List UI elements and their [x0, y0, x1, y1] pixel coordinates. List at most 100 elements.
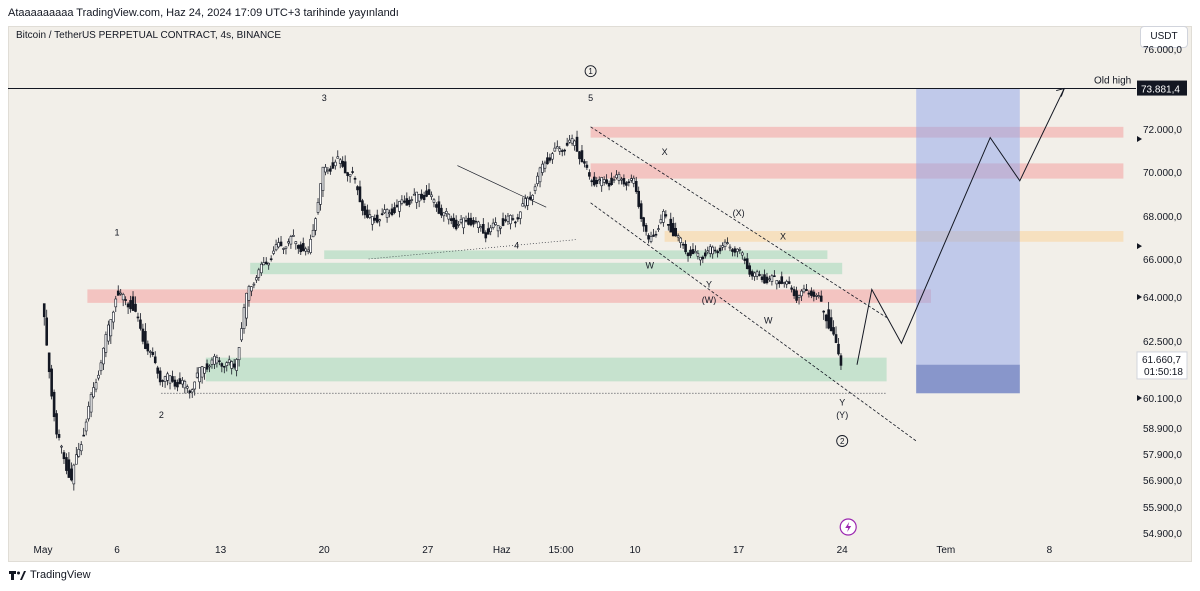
candle-body — [131, 296, 135, 311]
target-box-base — [916, 364, 1020, 394]
candle-body — [634, 181, 638, 192]
candle-body — [755, 271, 759, 277]
candle-body — [277, 242, 280, 248]
y-tick-label: 70.000,0 — [1143, 168, 1182, 179]
candle-body — [546, 157, 549, 165]
circled-wave-marker-1 — [836, 435, 849, 447]
candle-body — [728, 246, 732, 249]
candle-body — [77, 449, 81, 457]
candle-body — [696, 252, 700, 257]
candle-body — [107, 324, 110, 342]
candle-body — [272, 250, 275, 254]
candle-body — [805, 289, 808, 292]
candle-body — [738, 249, 742, 251]
candle-body — [462, 217, 465, 229]
x-tick-label: May — [34, 545, 53, 556]
countdown-label: 01:50:18 — [1144, 367, 1183, 378]
candle-body — [531, 194, 534, 200]
candle-body — [267, 262, 271, 266]
candle-body — [459, 219, 463, 223]
candle-body — [60, 445, 63, 448]
candle-body — [681, 243, 685, 246]
y-tick-label: 68.000,0 — [1143, 212, 1182, 223]
candle-body — [269, 258, 273, 261]
candle-body — [810, 290, 813, 296]
wave-label-0: 1 — [114, 227, 119, 237]
candle-body — [538, 167, 542, 183]
candle-body — [245, 292, 248, 319]
candle-body — [178, 378, 182, 384]
channel-lower-line — [590, 202, 917, 442]
candle-body — [99, 362, 103, 372]
candle-body — [237, 347, 241, 361]
candle-body — [669, 218, 673, 233]
candle-body — [383, 209, 386, 214]
candle-body — [336, 156, 340, 159]
zone-red-3 — [87, 289, 931, 303]
candle-body — [812, 291, 816, 297]
candle-body — [163, 376, 167, 382]
candle-body — [536, 175, 539, 184]
y-tick-label: 55.900,0 — [1143, 503, 1182, 514]
last-price-label: 61.660,7 — [1142, 355, 1181, 366]
candle-body — [343, 161, 347, 174]
zone-green-4 — [324, 250, 828, 259]
x-tick-label: 13 — [215, 545, 227, 556]
candle-body — [449, 218, 453, 221]
candle-body — [607, 182, 611, 187]
y-tick-label: 58.900,0 — [1143, 424, 1182, 435]
candle-body — [112, 311, 115, 323]
candle-body — [770, 275, 774, 282]
candle-body — [484, 232, 488, 239]
candle-body — [797, 295, 801, 298]
circled-wave-label-1: 2 — [840, 437, 845, 446]
candle-body — [316, 202, 320, 213]
candle-body — [837, 343, 840, 355]
candle-body — [129, 300, 132, 310]
candle-body — [378, 219, 382, 222]
candle-body — [348, 173, 352, 177]
candle-body — [346, 172, 349, 176]
candle-body — [324, 166, 327, 173]
candle-body — [390, 208, 394, 216]
candle-body — [553, 147, 557, 152]
candle-body — [518, 211, 522, 219]
candle-body — [121, 294, 125, 301]
candle-body — [748, 265, 752, 275]
candle-body — [144, 331, 147, 349]
last-price-label-bg — [1136, 351, 1188, 380]
candle-body — [694, 251, 697, 254]
candle-body — [299, 244, 303, 253]
currency-button[interactable]: USDT — [1140, 26, 1188, 48]
candle-body — [768, 278, 771, 281]
candle-body — [444, 211, 448, 214]
candle-body — [565, 142, 569, 146]
candle-body — [777, 281, 781, 285]
candle-body — [422, 194, 426, 200]
candle-body — [301, 243, 305, 252]
candle-body — [644, 224, 648, 232]
candle-body — [829, 317, 833, 332]
publish-info: Ataaaaaaaaa TradingView.com, Haz 24, 202… — [8, 7, 399, 19]
candle-body — [464, 220, 468, 222]
candle-body — [839, 355, 843, 366]
candle-body — [213, 355, 216, 365]
candle-body — [652, 234, 655, 237]
candle-body — [92, 387, 95, 398]
candle-body — [176, 382, 179, 388]
candle-body — [501, 218, 505, 226]
candle-body — [447, 213, 451, 220]
candle-body — [52, 391, 56, 417]
y-tick-label: 62.500,0 — [1143, 337, 1182, 348]
candle-body — [753, 272, 756, 277]
candle-body — [671, 223, 675, 237]
tradingview-footer: TradingView — [8, 569, 91, 581]
candle-body — [745, 258, 749, 269]
candle-body — [385, 209, 389, 218]
candle-body — [314, 218, 317, 231]
candle-body — [393, 207, 396, 213]
candle-body — [412, 193, 416, 196]
candle-body — [72, 464, 76, 485]
candle-body — [294, 241, 298, 245]
